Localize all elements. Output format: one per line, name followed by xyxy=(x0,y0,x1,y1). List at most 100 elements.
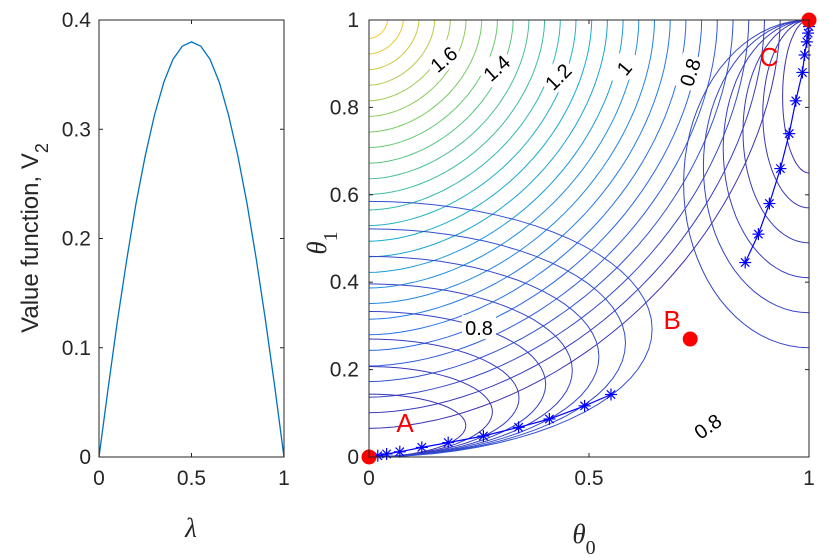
left-ytick-label: 0.1 xyxy=(62,337,91,360)
contour-line-right xyxy=(702,20,809,314)
trajectory-marker xyxy=(543,412,556,425)
contour-line-upper xyxy=(369,20,404,55)
trajectory-marker xyxy=(512,421,525,434)
left-plot-area xyxy=(99,20,284,457)
marker-stroke xyxy=(395,447,405,457)
right-xlabel-text: θ xyxy=(572,519,585,549)
contour-line-upper xyxy=(369,20,734,383)
contour-line-upper xyxy=(369,20,467,117)
contour-lines xyxy=(369,20,809,457)
right-ylabel-subscript: 1 xyxy=(320,231,342,241)
contour-line-right xyxy=(782,20,809,174)
right-ytick-label: 0.6 xyxy=(330,184,359,207)
right-ytick-label: 0 xyxy=(347,446,359,469)
left-series-group xyxy=(98,41,285,458)
trajectory-marker xyxy=(796,66,809,79)
contour-line-lower xyxy=(369,338,520,457)
right-ticks: 0 0.5 1 0 0.2 0.4 0.6 0.8 1 xyxy=(330,9,815,490)
right-ylabel-text: θ xyxy=(302,241,332,254)
marker-stroke xyxy=(775,163,786,174)
contour-line-right xyxy=(742,20,809,244)
contour-line-upper xyxy=(369,20,546,195)
contour-line-upper xyxy=(369,20,655,305)
point-label-A: A xyxy=(396,408,414,438)
marker-stroke xyxy=(802,37,812,47)
contour-label-group: 1 xyxy=(603,46,644,89)
contour-line-lower xyxy=(369,366,493,457)
trajectory-marker xyxy=(774,162,787,175)
contour-line-lower xyxy=(369,283,573,457)
marker-stroke xyxy=(478,431,489,441)
contour-label-bg xyxy=(603,46,644,89)
right-ylabel: θ1 xyxy=(302,231,342,254)
contour-line-upper xyxy=(369,20,388,39)
point-label-B: B xyxy=(664,305,681,335)
left-ytick-label: 0 xyxy=(79,446,91,469)
marker-stroke xyxy=(740,257,750,268)
point-B xyxy=(682,331,698,347)
trajectory-marker xyxy=(763,197,776,210)
contour-line-upper xyxy=(369,20,608,258)
contour-label-group: 0.8 xyxy=(462,315,496,340)
trajectory-marker xyxy=(789,94,802,107)
left-xtick-label: 0.5 xyxy=(177,467,206,490)
contour-line-upper xyxy=(369,20,514,164)
contour-label-bg xyxy=(536,55,578,97)
trajectory-marker xyxy=(442,436,455,449)
marker-stroke xyxy=(799,50,810,60)
left-ytick-label: 0.3 xyxy=(62,118,91,141)
contour-line-upper xyxy=(369,20,687,336)
contour-label-bg xyxy=(475,47,517,88)
contour-line-upper xyxy=(369,20,718,367)
right-ytick-label: 0.4 xyxy=(330,271,360,294)
trajectory-marker xyxy=(739,256,752,269)
contour-label: 0.8 xyxy=(465,318,493,340)
trajectory-marker xyxy=(578,399,591,412)
contour-line-upper xyxy=(369,20,593,242)
contour-line-right xyxy=(762,20,809,209)
right-ytick-label: 0.2 xyxy=(330,359,359,382)
trajectory-marker xyxy=(415,441,428,454)
marker-stroke xyxy=(417,442,427,453)
contour-line-upper xyxy=(369,20,765,414)
marker-stroke xyxy=(544,414,555,424)
contour-line-lower xyxy=(369,228,627,457)
right-plot-area xyxy=(369,20,809,457)
contour-label-bg xyxy=(462,315,496,340)
contour-line-upper xyxy=(369,20,483,133)
contour-line-upper xyxy=(369,20,530,180)
contour-panel: 1.6 1.4 1.2 1 0.80.80.8 ABC 0 0.5 100.20.40.60… xyxy=(302,9,817,558)
contour-label-bg xyxy=(686,406,729,446)
trajectory-marker xyxy=(800,35,813,48)
marker-stroke xyxy=(784,128,794,139)
contour-line-upper xyxy=(369,20,436,86)
contour-line-lower xyxy=(369,255,600,457)
contour-label-bg xyxy=(422,38,464,79)
right-xlabel: θ0 xyxy=(572,519,595,558)
left-ticks: 0 0.5 1 0 0.1 0.2 0.3 0.4 xyxy=(62,9,290,490)
point-label-C: C xyxy=(760,42,779,72)
left-ylabel-subscript: 2 xyxy=(32,143,52,153)
marker-stroke xyxy=(753,229,764,239)
contour-line-lower xyxy=(369,393,467,457)
marker-stroke xyxy=(797,67,808,78)
marker-stroke xyxy=(443,437,453,448)
left-xtick-label: 1 xyxy=(278,467,290,490)
right-ytick-label: 0.8 xyxy=(330,96,359,119)
contour-line-upper xyxy=(369,20,640,289)
right-ytick-label: 1 xyxy=(347,9,359,32)
contour-line-upper xyxy=(369,20,498,149)
right-xlabel-subscript: 0 xyxy=(586,537,596,558)
contour-line-upper xyxy=(369,20,451,102)
left-ytick-label: 0.4 xyxy=(62,9,92,32)
contour-line-upper xyxy=(369,20,420,71)
right-xtick-label: 0.5 xyxy=(574,467,603,490)
marker-stroke xyxy=(803,28,813,38)
trajectory-marker xyxy=(393,445,406,458)
marker-stroke xyxy=(764,198,775,209)
marker-stroke xyxy=(513,422,524,432)
contour-line-upper xyxy=(369,20,703,351)
contour-line-upper xyxy=(369,20,781,429)
trajectory-marker xyxy=(783,127,796,140)
left-ytick-label: 0.2 xyxy=(62,228,91,251)
